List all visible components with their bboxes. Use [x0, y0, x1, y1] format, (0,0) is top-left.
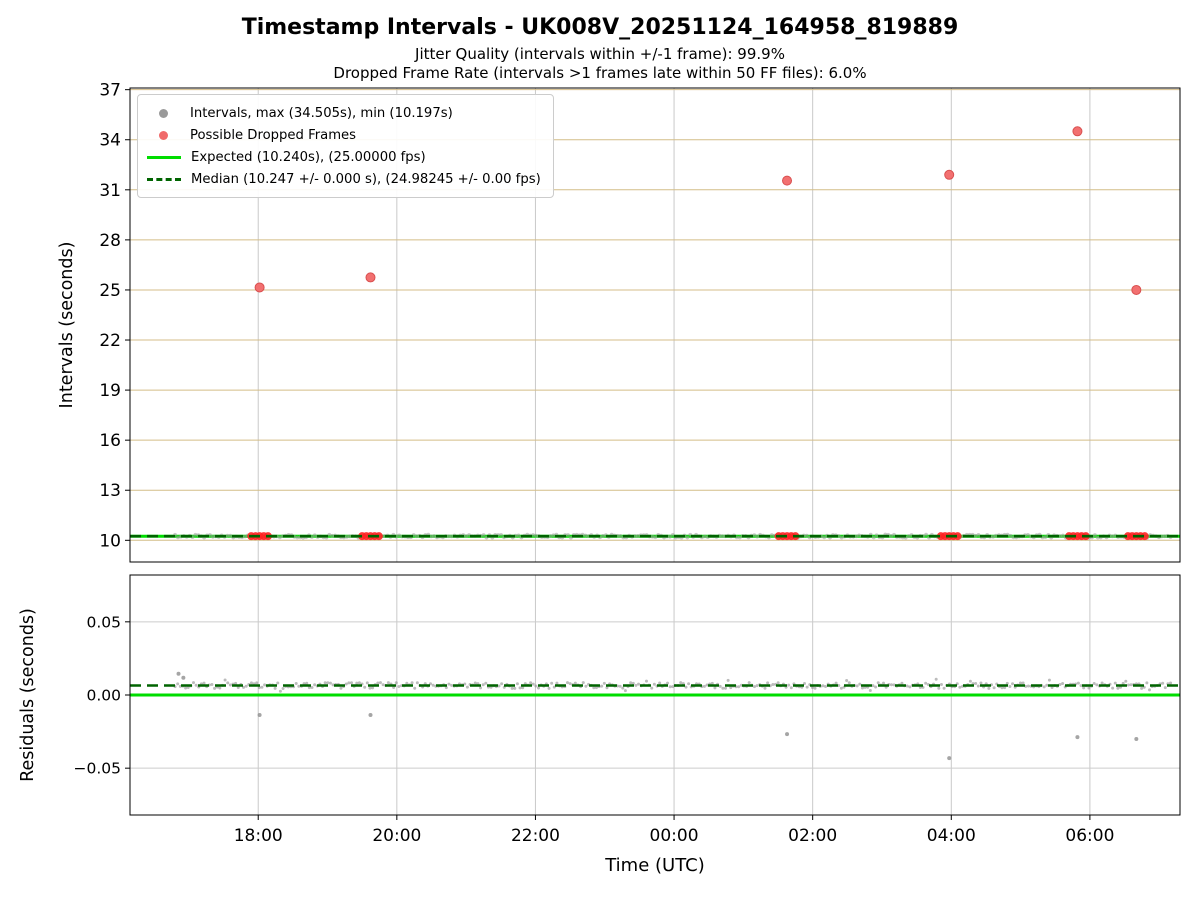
- legend-item: Median (10.247 +/- 0.000 s), (24.98245 +…: [146, 168, 541, 190]
- legend-item-label: Expected (10.240s), (25.00000 fps): [191, 149, 426, 165]
- line-marker: [147, 155, 181, 159]
- legend-item: Expected (10.240s), (25.00000 fps): [146, 146, 541, 168]
- y-tick-label: 13: [99, 481, 121, 501]
- x-tick-label: 22:00: [511, 826, 560, 846]
- residual-outliers: [176, 671, 1139, 761]
- dashed-line-marker: [147, 177, 181, 181]
- y-tick-label: 22: [99, 331, 121, 351]
- y-tick-label: 0.05: [86, 613, 121, 631]
- y-tick-label: 37: [99, 81, 121, 101]
- x-axis: 18:00 20:00 22:00 00:00 02:00 04:00 06:00 Time …: [234, 815, 1114, 876]
- legend-item-label: Possible Dropped Frames: [190, 127, 357, 143]
- residuals-plot: −0.05 0.00 0.05 Residuals (seconds) 18:00 20:…: [18, 574, 1181, 876]
- x-tick-label: 20:00: [372, 826, 421, 846]
- y-tick-label: −0.05: [74, 760, 122, 778]
- x-tick-label: 00:00: [650, 826, 699, 846]
- plot-border: [129, 87, 1181, 563]
- y-tick-label: 28: [99, 231, 121, 251]
- y-tick-label: 0.00: [86, 686, 121, 704]
- legend-item: Intervals, max (34.505s), min (10.197s): [146, 102, 541, 124]
- x-tick-label: 04:00: [927, 826, 976, 846]
- y-axis-label: Intervals (seconds): [57, 242, 77, 409]
- x-tick-label: 06:00: [1065, 826, 1114, 846]
- dot-marker: [159, 130, 168, 140]
- y-tick-label: 19: [99, 381, 121, 401]
- dropped-frames-series: [254, 126, 1142, 295]
- intervals-plot: 10 13 16 19 22 25 28 31 34 37 Intervals (seconds): [57, 81, 1181, 563]
- y-axis: −0.05 0.00 0.05: [74, 613, 130, 778]
- legend-item-label: Intervals, max (34.505s), min (10.197s): [190, 105, 453, 121]
- x-tick-label: 18:00: [234, 826, 283, 846]
- y-tick-label: 16: [99, 431, 121, 451]
- y-tick-label: 31: [99, 181, 121, 201]
- gridlines: [130, 88, 1180, 562]
- legend-item: Possible Dropped Frames: [146, 124, 541, 146]
- chart-title: Timestamp Intervals - UK008V_20251124_16…: [241, 15, 959, 40]
- y-tick-label: 10: [99, 531, 121, 551]
- x-axis-label: Time (UTC): [604, 855, 705, 876]
- legend-item-label: Median (10.247 +/- 0.000 s), (24.98245 +…: [191, 171, 541, 187]
- y-axis-label: Residuals (seconds): [18, 608, 38, 782]
- dropped-frame-clusters: [247, 532, 1149, 541]
- dot-marker: [159, 108, 168, 118]
- x-tick-label: 02:00: [788, 826, 837, 846]
- y-tick-label: 25: [99, 281, 121, 301]
- y-axis: 10 13 16 19 22 25 28 31 34 37: [99, 81, 130, 551]
- legend: Intervals, max (34.505s), min (10.197s) P…: [137, 94, 554, 198]
- dropped-frame-rate-subtitle: Dropped Frame Rate (intervals >1 frames …: [333, 64, 867, 82]
- jitter-quality-subtitle: Jitter Quality (intervals within +/-1 fr…: [415, 45, 785, 63]
- y-tick-label: 34: [99, 131, 121, 151]
